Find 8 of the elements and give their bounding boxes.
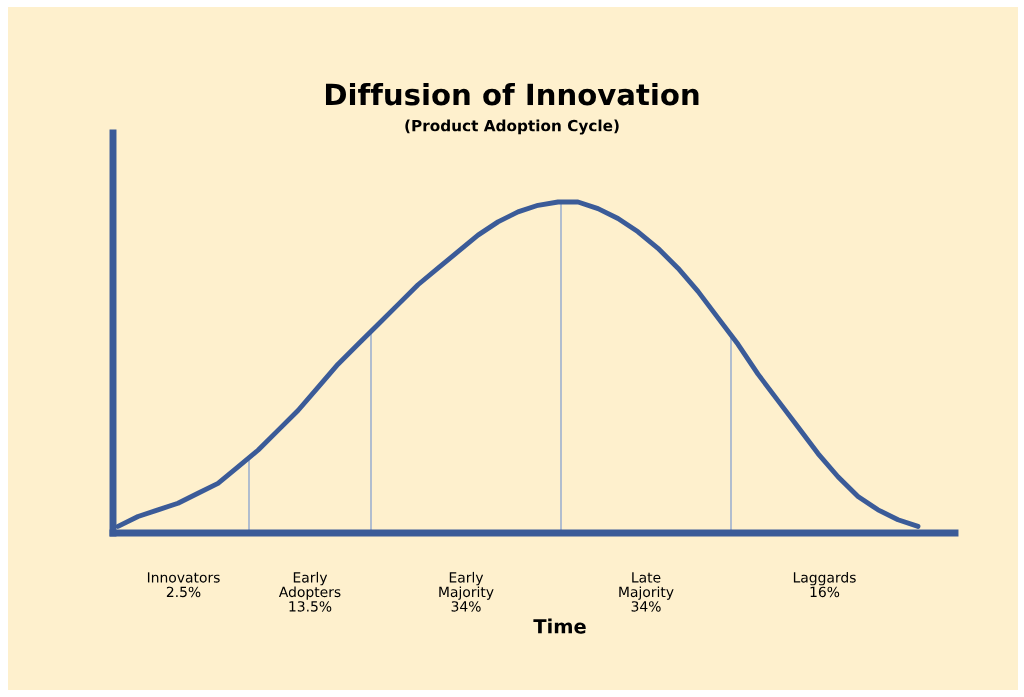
text: Laggards 16% (793, 571, 856, 598)
chart-title: Diffusion of Innovation (325, 82, 699, 106)
chart-subtitle: (Product Adoption Cycle) (405, 119, 619, 135)
text: Early Adopters 13.5% (278, 571, 341, 612)
x-axis-title: Time (533, 618, 586, 634)
text: Late Majority 34% (619, 572, 674, 612)
text: Early Majority 34% (439, 571, 494, 612)
text: Innovators 2.5% (147, 572, 220, 598)
